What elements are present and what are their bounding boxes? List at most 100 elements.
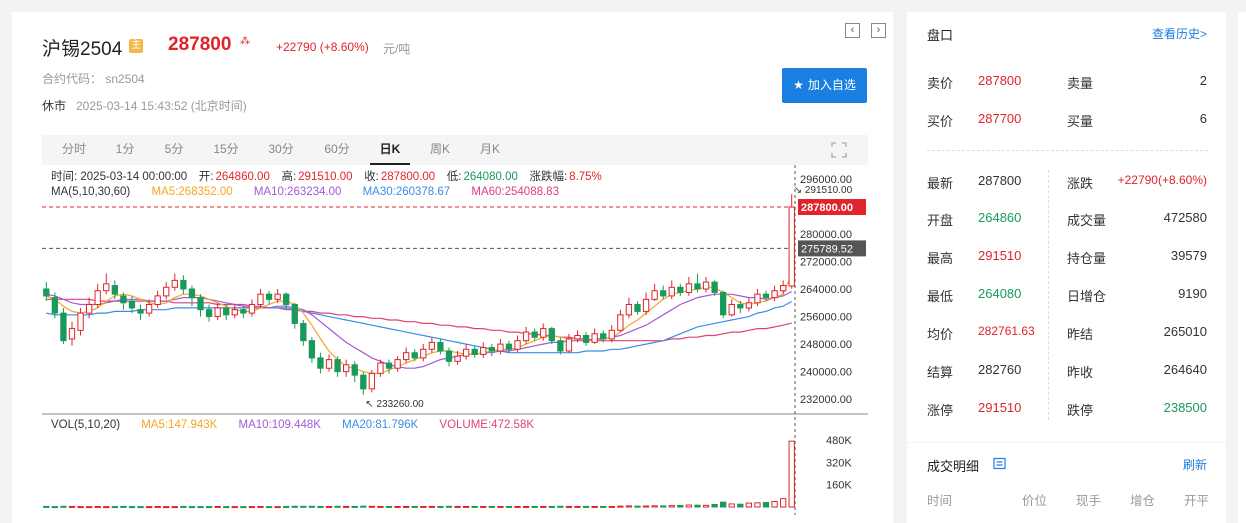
volume-bar [377,505,384,508]
vma20-value: MA20:81.796K [342,419,419,431]
candle-body [737,304,744,309]
candle-body [557,340,564,352]
volume-bar [454,505,461,508]
candle-body [120,295,127,304]
panel-value: 264080 [978,286,1022,301]
candle-body [522,331,530,342]
tab-30min[interactable]: 30分 [268,142,294,156]
panel-value: 9190 [1178,286,1207,301]
chevron-left-icon[interactable]: ‹ [845,23,860,38]
tab-15min[interactable]: 15分 [213,142,239,156]
panel-value: 291510 [978,400,1022,415]
volume-bar [197,506,204,509]
tab-1min[interactable]: 1分 [115,142,135,156]
trade-col-volume: 现手 [1076,494,1102,508]
price-tick-label: 264000.00 [800,284,852,296]
period-tabs: 分时 1分 5分 15分 30分 60分 日K 周K 月K [42,135,868,165]
last-price-tag-label: 287800.00 [801,202,853,214]
panel-label: 昨结 [1067,327,1094,342]
candle-body [668,286,675,297]
price-tick-label: 248000.00 [800,339,852,351]
order-book-card [907,12,1226,442]
tab-weekly[interactable]: 周K [429,142,450,156]
candle-body [548,328,555,342]
volume-bar [385,505,393,508]
volume-bar [94,505,101,508]
candle-body [651,290,658,300]
candle-body [402,352,410,361]
add-favorite-button[interactable]: ★ 加入自选 [782,68,867,103]
volume-bar [248,506,256,509]
volume-bar [702,504,710,508]
panel-value: 2 [1199,73,1207,88]
panel-label: 卖价 [927,76,954,91]
volume-bar [205,506,213,509]
ma10-value: MA10:263234.00 [253,186,342,198]
candle-body [788,206,795,287]
contract-code: 合约代码： sn2504 [42,72,145,86]
candle-body [60,312,67,342]
panel-column-divider [1048,170,1049,420]
candle-body [531,331,538,338]
candle-body [317,357,324,369]
candle-body [351,364,358,376]
volume-bar [660,505,667,508]
candle-body [385,362,393,369]
volume-bar [77,506,84,509]
volume-bar [317,505,324,508]
volume-bar [231,506,238,509]
candle-body [720,291,727,316]
candle-body [625,304,633,316]
ma-info: MA(5,10,30,60) MA5:268352.00 MA10:263234… [51,186,561,198]
volume-bar [445,505,453,508]
info-low: 264080.00 [463,171,518,183]
panel-label: 跌停 [1067,403,1094,418]
tab-monthly[interactable]: 月K [479,142,500,156]
vma5-value: MA5:147.943K [141,419,218,431]
list-icon[interactable] [993,457,1006,470]
ma60-value: MA60:254088.83 [471,186,559,198]
fullscreen-icon[interactable] [831,142,847,158]
candle-body [642,298,650,312]
market-time: 2025-03-14 15:43:52 (北京时间) [76,99,247,113]
panel-value: 282760 [978,362,1022,377]
panel-value: 264640 [1163,362,1207,377]
market-status: 休市 [42,99,67,113]
candle-body [600,333,607,340]
candle-body [283,293,290,306]
high-price-marker: ↘ 291510.00 [794,185,853,196]
volume-bar [737,503,744,508]
volume-bar [754,502,761,508]
tab-daily[interactable]: 日K [370,135,410,165]
candle-body [591,333,598,343]
info-amp-label: 涨跌幅: [529,171,568,183]
info-time: 时间: 2025-03-14 00:00:00 [51,171,188,183]
price-tick-label: 280000.00 [800,229,852,241]
volume-bar [171,506,178,509]
candle-body [779,285,787,292]
volume-bar [497,505,504,508]
volume-bar [591,505,598,508]
chevron-right-icon[interactable]: › [871,23,886,38]
tab-timeshare[interactable]: 分时 [61,142,86,156]
view-history-link[interactable]: 查看历史> [1152,27,1208,41]
volume-bar [745,502,753,508]
panel-value: +22790(+8.60%) [1117,173,1207,187]
candle-body [711,281,718,293]
volume-bar [145,506,153,509]
ma-title: MA(5,10,30,60) [51,186,131,198]
candle-body [128,300,136,309]
candle-body [334,359,341,373]
candle-body [248,304,256,314]
tab-5min[interactable]: 5分 [164,142,184,156]
volume-bar [694,504,701,508]
volume-bar [68,505,76,508]
candle-body [188,288,196,299]
tab-60min[interactable]: 60分 [324,142,350,156]
candle-body [771,290,778,299]
volume-bar [240,506,247,509]
kline-chart[interactable]: ↖ 233260.00↘ 291510.00296000.00288000.00… [42,165,868,523]
refresh-link[interactable]: 刷新 [1183,458,1208,472]
panel-label: 持仓量 [1067,251,1107,266]
trade-col-open-close: 开平 [1184,494,1210,508]
